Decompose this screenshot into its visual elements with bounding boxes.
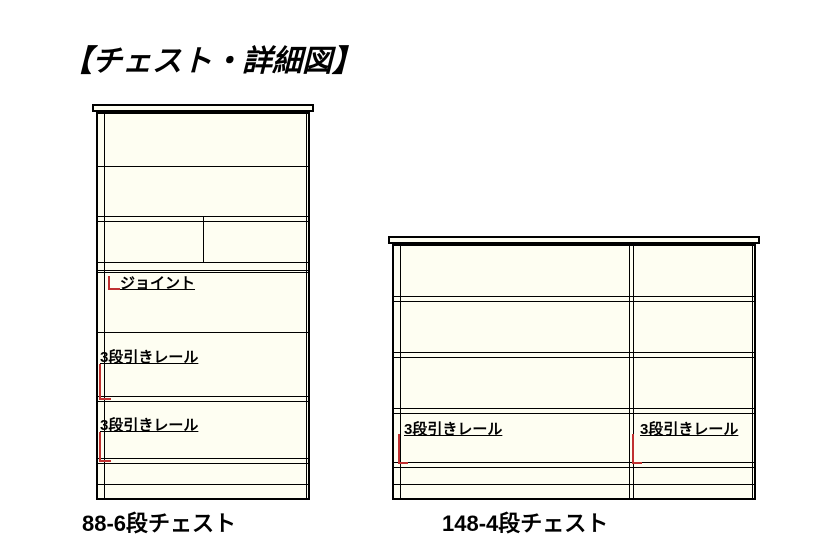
pointer-line [398, 434, 400, 464]
pointer-line [99, 432, 101, 462]
shelf-line [98, 332, 308, 333]
pointer-line [108, 288, 120, 290]
shelf-line [98, 484, 308, 485]
annotation-label: 3段引きレール [100, 346, 198, 367]
shelf-line [98, 262, 308, 263]
annotation-label: 3段引きレール [640, 418, 738, 439]
shelf-line [394, 484, 754, 485]
chest-right-label: 148-4段チェスト [442, 506, 608, 538]
pointer-line [632, 462, 642, 464]
shelf-line [98, 396, 308, 402]
shelf-line [394, 408, 754, 414]
shelf-line [394, 462, 754, 468]
pointer-line [99, 460, 111, 462]
chest-left-topcap [92, 104, 314, 112]
shelf-line [98, 166, 308, 167]
chest-right-body [392, 244, 756, 500]
shelf-line [98, 458, 308, 464]
pointer-line [632, 434, 634, 464]
chest-left-body [96, 112, 310, 500]
shelf-line [98, 270, 308, 271]
shelf-line [394, 352, 754, 358]
vertical-divider [629, 246, 630, 498]
pointer-line [99, 398, 111, 400]
diagram-title: 【チェスト・詳細図】 [62, 36, 362, 80]
annotation-label: 3段引きレール [404, 418, 502, 439]
chest-right-topcap [388, 236, 760, 244]
annotation-label: ジョイント [120, 272, 195, 293]
pointer-line [99, 364, 101, 400]
annotation-label: 3段引きレール [100, 414, 198, 435]
shelf-line [394, 296, 754, 302]
pointer-line [398, 462, 408, 464]
chest-left-label: 88-6段チェスト [82, 506, 236, 538]
vertical-divider [203, 216, 204, 262]
